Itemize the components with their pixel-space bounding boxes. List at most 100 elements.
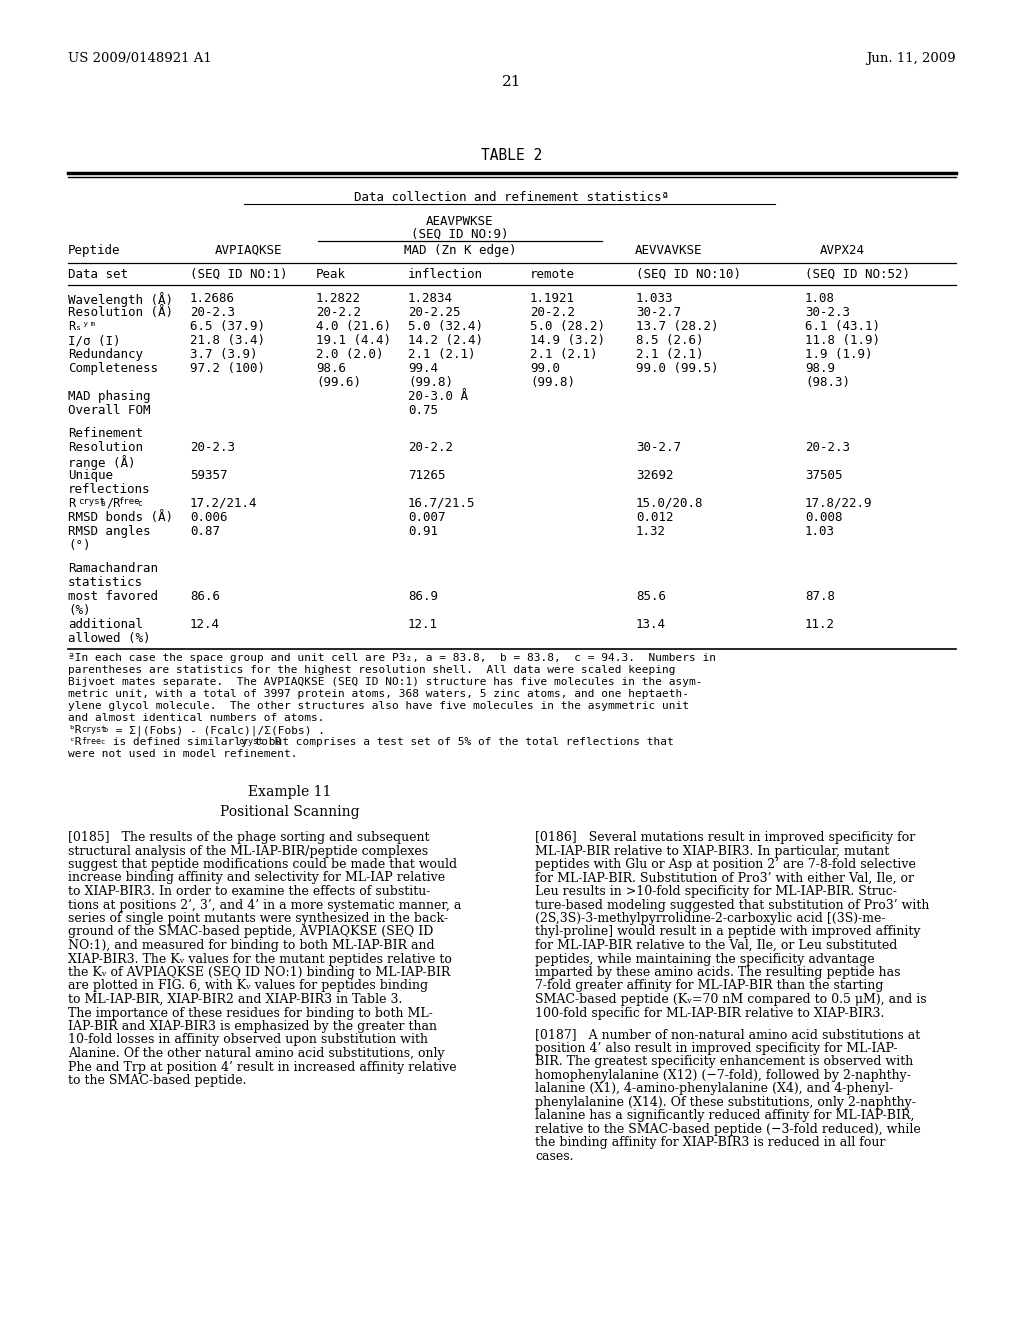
- Text: Alanine. Of the other natural amino acid substitutions, only: Alanine. Of the other natural amino acid…: [68, 1047, 444, 1060]
- Text: 1.1921: 1.1921: [530, 292, 575, 305]
- Text: 16.7/21.5: 16.7/21.5: [408, 498, 475, 510]
- Text: homophenylalanine (X12) (−7-fold), followed by 2-naphthy-: homophenylalanine (X12) (−7-fold), follo…: [535, 1069, 911, 1081]
- Text: cryst: cryst: [238, 737, 263, 746]
- Text: AVPIAQKSE: AVPIAQKSE: [215, 244, 283, 257]
- Text: Jun. 11, 2009: Jun. 11, 2009: [866, 51, 956, 65]
- Text: Peptide: Peptide: [68, 244, 121, 257]
- Text: 100-fold specific for ML-IAP-BIR relative to XIAP-BIR3.: 100-fold specific for ML-IAP-BIR relativ…: [535, 1006, 885, 1019]
- Text: 2.1 (2.1): 2.1 (2.1): [530, 348, 597, 360]
- Text: 30-2.7: 30-2.7: [636, 441, 681, 454]
- Text: cases.: cases.: [535, 1150, 573, 1163]
- Text: 86.6: 86.6: [190, 590, 220, 603]
- Text: (99.6): (99.6): [316, 376, 361, 389]
- Text: 5.0 (28.2): 5.0 (28.2): [530, 319, 605, 333]
- Text: 15.0/20.8: 15.0/20.8: [636, 498, 703, 510]
- Text: tions at positions 2’, 3’, and 4’ in a more systematic manner, a: tions at positions 2’, 3’, and 4’ in a m…: [68, 899, 462, 912]
- Text: BIR. The greatest specificity enhancement is observed with: BIR. The greatest specificity enhancemen…: [535, 1055, 913, 1068]
- Text: 12.4: 12.4: [190, 618, 220, 631]
- Text: (SEQ ID NO:9): (SEQ ID NO:9): [412, 228, 509, 242]
- Text: Resolution: Resolution: [68, 441, 143, 454]
- Text: ture-based modeling suggested that substitution of Pro3’ with: ture-based modeling suggested that subst…: [535, 899, 930, 912]
- Text: ML-IAP-BIR relative to XIAP-BIR3. In particular, mutant: ML-IAP-BIR relative to XIAP-BIR3. In par…: [535, 845, 889, 858]
- Text: 2.1 (2.1): 2.1 (2.1): [408, 348, 475, 360]
- Text: c: c: [100, 739, 104, 744]
- Text: 32692: 32692: [636, 469, 674, 482]
- Text: 20-2.25: 20-2.25: [408, 306, 461, 319]
- Text: 14.2 (2.4): 14.2 (2.4): [408, 334, 483, 347]
- Text: ground of the SMAC-based peptide, AVPIAQKSE (SEQ ID: ground of the SMAC-based peptide, AVPIAQ…: [68, 925, 433, 939]
- Text: 14.9 (3.2): 14.9 (3.2): [530, 334, 605, 347]
- Text: 19.1 (4.4): 19.1 (4.4): [316, 334, 391, 347]
- Text: 87.8: 87.8: [805, 590, 835, 603]
- Text: c: c: [137, 499, 141, 508]
- Text: 2.0 (2.0): 2.0 (2.0): [316, 348, 384, 360]
- Text: free: free: [118, 498, 139, 506]
- Text: are plotted in FIG. 6, with Kᵥ values for peptides binding: are plotted in FIG. 6, with Kᵥ values fo…: [68, 979, 428, 993]
- Text: 17.8/22.9: 17.8/22.9: [805, 498, 872, 510]
- Text: 13.7 (28.2): 13.7 (28.2): [636, 319, 719, 333]
- Text: SMAC-based peptide (Kᵥ=70 nM compared to 0.5 μM), and is: SMAC-based peptide (Kᵥ=70 nM compared to…: [535, 993, 927, 1006]
- Text: is defined similarly to R: is defined similarly to R: [106, 737, 282, 747]
- Text: Data set: Data set: [68, 268, 128, 281]
- Text: 5.0 (32.4): 5.0 (32.4): [408, 319, 483, 333]
- Text: 0.008: 0.008: [805, 511, 843, 524]
- Text: 99.0 (99.5): 99.0 (99.5): [636, 362, 719, 375]
- Text: to the SMAC-based peptide.: to the SMAC-based peptide.: [68, 1074, 247, 1086]
- Text: 37505: 37505: [805, 469, 843, 482]
- Text: Wavelength (Å): Wavelength (Å): [68, 292, 173, 308]
- Text: 20-2.3: 20-2.3: [805, 441, 850, 454]
- Text: 59357: 59357: [190, 469, 227, 482]
- Text: RMSD bonds (Å): RMSD bonds (Å): [68, 511, 173, 524]
- Text: for ML-IAP-BIR. Substitution of Pro3’ with either Val, Ile, or: for ML-IAP-BIR. Substitution of Pro3’ wi…: [535, 871, 914, 884]
- Text: (2S,3S)-3-methylpyrrolidine-2-carboxylic acid [(3S)-me-: (2S,3S)-3-methylpyrrolidine-2-carboxylic…: [535, 912, 886, 925]
- Text: [0185]   The results of the phage sorting and subsequent: [0185] The results of the phage sorting …: [68, 832, 429, 843]
- Text: IAP-BIR and XIAP-BIR3 is emphasized by the greater than: IAP-BIR and XIAP-BIR3 is emphasized by t…: [68, 1020, 437, 1034]
- Text: and almost identical numbers of atoms.: and almost identical numbers of atoms.: [68, 713, 325, 723]
- Text: metric unit, with a total of 3997 protein atoms, 368 waters, 5 zinc atoms, and o: metric unit, with a total of 3997 protei…: [68, 689, 689, 700]
- Text: 12.1: 12.1: [408, 618, 438, 631]
- Text: (%): (%): [68, 605, 90, 616]
- Text: 1.2822: 1.2822: [316, 292, 361, 305]
- Text: but comprises a test set of 5% of the total reflections that: but comprises a test set of 5% of the to…: [262, 737, 674, 747]
- Text: free: free: [81, 737, 101, 746]
- Text: structural analysis of the ML-IAP-BIR/peptide complexes: structural analysis of the ML-IAP-BIR/pe…: [68, 845, 428, 858]
- Text: phenylalanine (X14). Of these substitutions, only 2-naphthy-: phenylalanine (X14). Of these substituti…: [535, 1096, 915, 1109]
- Text: series of single point mutants were synthesized in the back-: series of single point mutants were synt…: [68, 912, 449, 925]
- Text: Peak: Peak: [316, 268, 346, 281]
- Text: MAD phasing: MAD phasing: [68, 389, 151, 403]
- Text: 0.75: 0.75: [408, 404, 438, 417]
- Text: were not used in model refinement.: were not used in model refinement.: [68, 748, 298, 759]
- Text: 3.7 (3.9): 3.7 (3.9): [190, 348, 257, 360]
- Text: [0186]   Several mutations result in improved specificity for: [0186] Several mutations result in impro…: [535, 832, 915, 843]
- Text: 11.2: 11.2: [805, 618, 835, 631]
- Text: 7-fold greater affinity for ML-IAP-BIR than the starting: 7-fold greater affinity for ML-IAP-BIR t…: [535, 979, 884, 993]
- Text: Positional Scanning: Positional Scanning: [220, 805, 359, 818]
- Text: MAD (Zn K edge): MAD (Zn K edge): [403, 244, 516, 257]
- Text: (99.8): (99.8): [530, 376, 575, 389]
- Text: 1.033: 1.033: [636, 292, 674, 305]
- Text: 85.6: 85.6: [636, 590, 666, 603]
- Text: imparted by these amino acids. The resulting peptide has: imparted by these amino acids. The resul…: [535, 966, 900, 979]
- Text: 17.2/21.4: 17.2/21.4: [190, 498, 257, 510]
- Text: R: R: [68, 498, 75, 510]
- Text: RMSD angles: RMSD angles: [68, 525, 151, 539]
- Text: 97.2 (100): 97.2 (100): [190, 362, 265, 375]
- Text: Ramachandran: Ramachandran: [68, 562, 158, 576]
- Text: 30-2.7: 30-2.7: [636, 306, 681, 319]
- Text: for ML-IAP-BIR relative to the Val, Ile, or Leu substituted: for ML-IAP-BIR relative to the Val, Ile,…: [535, 939, 897, 952]
- Text: ªIn each case the space group and unit cell are P3₂, a = 83.8,  b = 83.8,  c = 9: ªIn each case the space group and unit c…: [68, 653, 716, 663]
- Text: 98.6: 98.6: [316, 362, 346, 375]
- Text: 0.012: 0.012: [636, 511, 674, 524]
- Text: 0.007: 0.007: [408, 511, 445, 524]
- Text: range (Å): range (Å): [68, 455, 135, 470]
- Text: to XIAP-BIR3. In order to examine the effects of substitu-: to XIAP-BIR3. In order to examine the ef…: [68, 884, 430, 898]
- Text: 2.1 (2.1): 2.1 (2.1): [636, 348, 703, 360]
- Text: the binding affinity for XIAP-BIR3 is reduced in all four: the binding affinity for XIAP-BIR3 is re…: [535, 1137, 886, 1150]
- Text: inflection: inflection: [408, 268, 483, 281]
- Text: b: b: [103, 727, 108, 733]
- Text: Leu results in >10-fold specificity for ML-IAP-BIR. Struc-: Leu results in >10-fold specificity for …: [535, 884, 897, 898]
- Text: AEVVAVKSE: AEVVAVKSE: [635, 244, 702, 257]
- Text: Overall FOM: Overall FOM: [68, 404, 151, 417]
- Text: [0187]   A number of non-natural amino acid substitutions at: [0187] A number of non-natural amino aci…: [535, 1028, 921, 1041]
- Text: Refinement: Refinement: [68, 426, 143, 440]
